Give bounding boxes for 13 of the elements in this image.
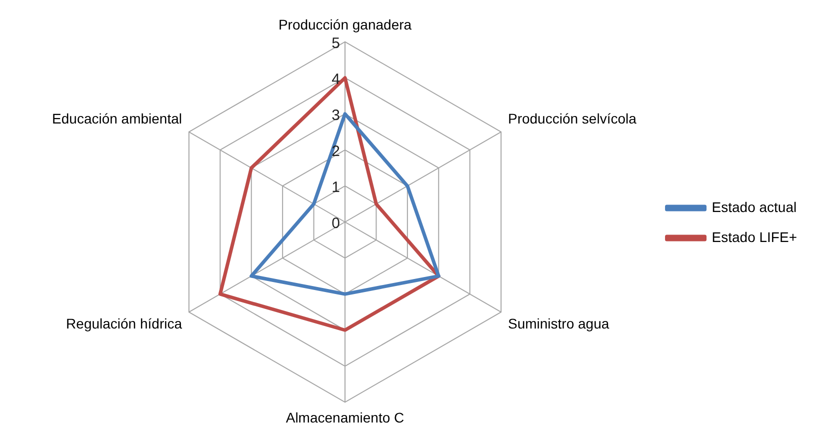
spoke-label: Regulación hídrica <box>66 315 182 332</box>
y-tick-label: 0 <box>332 215 340 232</box>
y-tick-label: 4 <box>332 70 340 88</box>
y-tick-label: 5 <box>332 34 340 52</box>
legend-label: Estado actual <box>712 198 797 215</box>
spoke-label: Producción ganadera <box>278 16 412 32</box>
y-tick-label: 3 <box>332 107 340 124</box>
legend-label: Estado LIFE+ <box>712 228 797 245</box>
spoke-label: Almacenamiento C <box>286 409 404 426</box>
spoke-label: Suministro agua <box>508 315 610 332</box>
spoke-label: Producción selvícola <box>508 110 637 126</box>
y-tick-label: 1 <box>332 179 340 196</box>
spoke-label: Educación ambiental <box>52 110 182 126</box>
